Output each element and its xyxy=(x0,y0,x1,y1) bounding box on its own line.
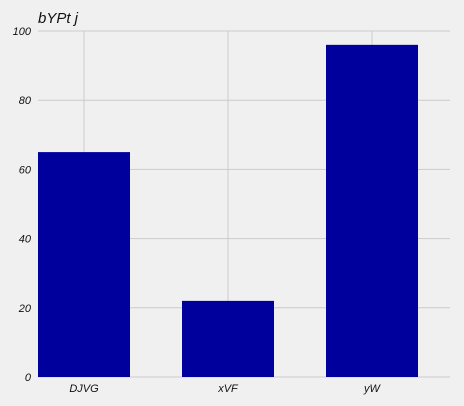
bar-djvg xyxy=(38,152,130,377)
chart-title: bYPt j xyxy=(38,10,79,27)
y-tick-label: 100 xyxy=(13,26,32,38)
x-tick-label: yW xyxy=(363,383,382,395)
bar-xvf xyxy=(182,301,274,377)
x-tick-label: xVF xyxy=(217,383,239,395)
y-tick-label: 0 xyxy=(25,372,32,384)
y-tick-label: 40 xyxy=(19,234,32,246)
y-tick-label: 80 xyxy=(19,95,32,107)
bar-yw xyxy=(326,45,418,377)
x-axis-ticks: DJVG xVF yW xyxy=(69,383,381,395)
y-tick-label: 60 xyxy=(19,164,32,176)
x-tick-label: DJVG xyxy=(69,383,99,395)
y-axis-ticks: 0 20 40 60 80 100 xyxy=(13,26,32,384)
y-tick-label: 20 xyxy=(18,303,32,315)
